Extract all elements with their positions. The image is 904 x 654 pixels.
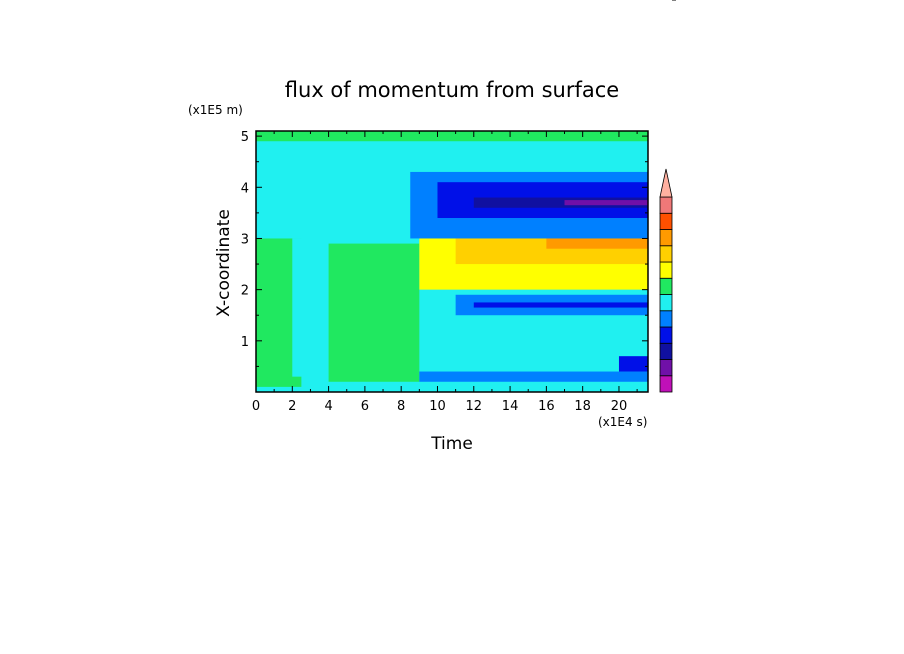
colorbar-segment [659,277,673,295]
y-tick-label: 3 [241,232,249,247]
colorbar-segment [659,375,673,393]
colorbar-segment [659,326,673,344]
colorbar: 0.40.20-0.2-0.4-0.6 [659,0,703,393]
colorbar-segment [659,212,673,230]
y-tick-label: 5 [241,130,249,145]
colorbar-segment [659,229,673,247]
x-axis-label: Time [430,434,473,454]
contour-region [419,371,648,382]
x-axis: 0 2 4 6 8 10 12 14 16 18 20 [252,131,638,414]
colorbar-label: -0.2 [680,0,703,3]
colorbar-segment [659,310,673,328]
y-tick-label: 4 [241,181,249,196]
x-tick-label: 0 [252,399,260,414]
chart-title: flux of momentum from surface [285,78,619,102]
x-tick-label: 12 [466,399,483,414]
contour-region [564,200,648,206]
y-tick-label: 2 [241,284,249,299]
colorbar-segment [659,261,673,279]
colorbar-segment [659,245,673,263]
colorbar-segment [659,342,673,360]
x-tick-label: 18 [574,399,591,414]
colorbar-segment [659,294,673,312]
colorbar-segment [659,196,673,214]
y-tick-label: 1 [241,335,249,350]
contour-region [618,356,648,372]
plot-frame [255,130,649,393]
y-axis-label: X-coordinate [214,209,234,317]
contour-region [473,197,648,208]
colorbar-label: -0.6 [680,0,703,3]
x-tick-label: 2 [288,399,296,414]
x-tick-label: 20 [611,399,628,414]
contour-region [256,131,648,142]
y-axis: 1 2 3 4 5 [241,130,648,367]
x-tick-label: 14 [502,399,519,414]
colorbar-label: 0.4 [680,0,699,3]
contour-region [473,302,648,308]
contour-region [546,238,648,249]
x-tick-label: 6 [361,399,369,414]
colorbar-segment [659,359,673,377]
colorbar-label: 0 [680,0,688,3]
x-tick-label: 16 [538,399,555,414]
x-tick-label: 8 [397,399,405,414]
colorbar-label: 0.2 [680,0,699,3]
x-tick-label: 10 [429,399,446,414]
colorbar-label: -0.4 [680,0,703,3]
y-unit-label: (x1E5 m) [188,103,243,117]
colorbar-extend-arrow [659,168,673,198]
contour-fill [256,131,648,392]
x-tick-label: 4 [324,399,332,414]
x-unit-label: (x1E4 s) [598,415,647,429]
contour-region [328,243,420,382]
